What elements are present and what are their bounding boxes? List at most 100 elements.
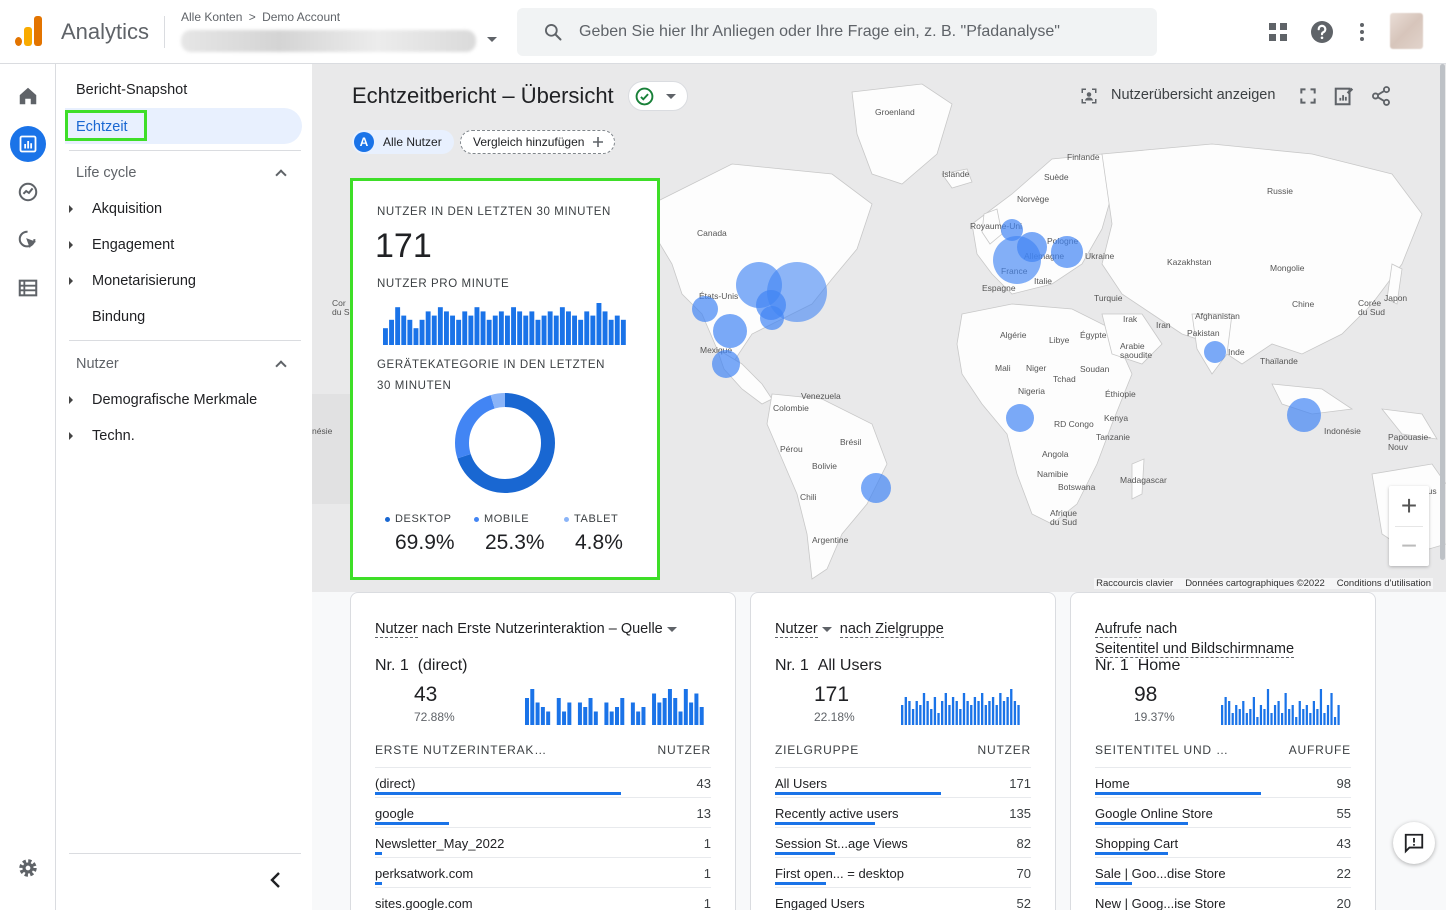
zoom-in-button[interactable]: + bbox=[1400, 490, 1418, 521]
sparkline-bar[interactable] bbox=[1281, 713, 1284, 725]
table-row[interactable]: Engaged Users 52 bbox=[775, 887, 1031, 910]
sparkline-bar[interactable] bbox=[588, 698, 593, 725]
per-minute-bar[interactable] bbox=[553, 315, 559, 345]
card-sparkline[interactable] bbox=[525, 687, 705, 725]
status-dropdown[interactable] bbox=[628, 81, 688, 111]
sparkline-bar[interactable] bbox=[620, 698, 625, 725]
edit-report-icon[interactable] bbox=[1333, 85, 1355, 107]
configure-icon[interactable] bbox=[10, 270, 46, 306]
caret-down-icon[interactable] bbox=[821, 626, 832, 632]
help-icon[interactable] bbox=[1310, 20, 1334, 44]
collapse-chevron-icon[interactable] bbox=[268, 870, 284, 890]
per-minute-bar[interactable] bbox=[480, 311, 486, 345]
per-minute-bar[interactable] bbox=[468, 315, 474, 345]
sparkline-bar[interactable] bbox=[948, 705, 951, 725]
sparkline-bar[interactable] bbox=[1256, 717, 1259, 725]
table-row[interactable]: Google Online Store 55 bbox=[1095, 797, 1351, 827]
per-minute-bar[interactable] bbox=[419, 319, 425, 345]
sparkline-bar[interactable] bbox=[667, 689, 672, 725]
sparkline-bar[interactable] bbox=[937, 713, 940, 725]
per-minute-bar[interactable] bbox=[462, 311, 468, 345]
sparkline-bar[interactable] bbox=[930, 709, 933, 725]
sparkline-bar[interactable] bbox=[1259, 705, 1263, 725]
per-minute-bar[interactable] bbox=[578, 319, 584, 345]
more-vert-icon[interactable] bbox=[1350, 20, 1374, 44]
table-row[interactable]: sites.google.com 1 bbox=[375, 887, 711, 910]
zoom-out-button[interactable]: − bbox=[1400, 530, 1418, 561]
per-minute-bar[interactable] bbox=[584, 311, 590, 345]
per-minute-bar[interactable] bbox=[614, 315, 620, 345]
sparkline-bar[interactable] bbox=[546, 711, 551, 726]
sparkline-bar[interactable] bbox=[1013, 701, 1017, 725]
table-row[interactable]: New | Goog...ise Store 20 bbox=[1095, 887, 1351, 910]
sparkline-bar[interactable] bbox=[977, 701, 980, 725]
sparkline-bar[interactable] bbox=[556, 698, 561, 725]
nav-item-demographics[interactable]: Demografische Merkmale bbox=[92, 392, 258, 408]
sparkline-bar[interactable] bbox=[1288, 709, 1291, 725]
per-minute-bar[interactable] bbox=[572, 315, 577, 345]
table-row[interactable]: Home 98 bbox=[1095, 767, 1351, 797]
per-minute-bar[interactable] bbox=[425, 311, 431, 345]
avatar[interactable] bbox=[1390, 13, 1423, 49]
col-header-left[interactable]: ERSTE NUTZERINTERAK… bbox=[375, 743, 548, 757]
table-row[interactable]: Newsletter_May_2022 1 bbox=[375, 827, 711, 857]
per-minute-bar[interactable] bbox=[450, 315, 455, 345]
sparkline-bar[interactable] bbox=[1266, 689, 1270, 725]
per-minute-bar[interactable] bbox=[413, 328, 419, 345]
nav-item-tech[interactable]: Techn. bbox=[92, 428, 135, 444]
sparkline-bar[interactable] bbox=[1273, 705, 1277, 725]
segment-chip-all-users[interactable]: A Alle Nutzer bbox=[352, 130, 454, 154]
sparkline-bar[interactable] bbox=[973, 697, 977, 725]
terms-link[interactable]: Conditions d'utilisation bbox=[1336, 578, 1431, 589]
per-minute-bar[interactable] bbox=[529, 311, 535, 345]
expand-arrow-icon[interactable] bbox=[69, 241, 73, 249]
sparkline-bar[interactable] bbox=[1277, 701, 1280, 725]
table-row[interactable]: First open... = desktop 70 bbox=[775, 857, 1031, 887]
nav-item-engagement[interactable]: Engagement bbox=[92, 237, 175, 253]
per-minute-bar[interactable] bbox=[602, 311, 608, 345]
sparkline-bar[interactable] bbox=[1221, 705, 1224, 725]
sparkline-bar[interactable] bbox=[525, 698, 529, 725]
expand-arrow-icon[interactable] bbox=[69, 277, 73, 285]
card-dimension[interactable]: nach bbox=[1145, 621, 1178, 637]
nav-item-acquisition[interactable]: Akquisition bbox=[92, 201, 163, 217]
nav-item-realtime[interactable]: Echtzeit bbox=[65, 110, 147, 141]
sparkline-bar[interactable] bbox=[955, 701, 958, 725]
sparkline-bar[interactable] bbox=[694, 693, 699, 726]
sparkline-bar[interactable] bbox=[636, 711, 641, 726]
section-users[interactable]: Nutzer bbox=[76, 356, 119, 372]
per-minute-bar[interactable] bbox=[541, 315, 547, 345]
card-header[interactable]: Nutzer nach Erste Nutzerinteraktion – Qu… bbox=[375, 619, 677, 639]
per-minute-bar[interactable] bbox=[389, 319, 394, 345]
feedback-button[interactable] bbox=[1393, 822, 1435, 864]
table-row[interactable]: Recently active users 135 bbox=[775, 797, 1031, 827]
expand-arrow-icon[interactable] bbox=[69, 432, 73, 440]
per-minute-bar[interactable] bbox=[596, 303, 602, 345]
sparkline-bar[interactable] bbox=[1252, 697, 1255, 725]
per-minute-bar[interactable] bbox=[505, 315, 510, 345]
sparkline-bar[interactable] bbox=[1326, 705, 1330, 725]
sparkline-bar[interactable] bbox=[908, 701, 911, 725]
sparkline-bar[interactable] bbox=[662, 698, 667, 725]
breadcrumb-account[interactable]: Demo Account bbox=[262, 10, 341, 24]
card-sparkline[interactable] bbox=[1221, 687, 1341, 725]
col-header-right[interactable]: NUTZER bbox=[977, 743, 1031, 757]
sparkline-bar[interactable] bbox=[1330, 693, 1333, 725]
sparkline-bar[interactable] bbox=[1235, 705, 1238, 725]
col-header-right[interactable]: NUTZER bbox=[657, 743, 711, 757]
sparkline-bar[interactable] bbox=[699, 707, 704, 725]
per-minute-bar[interactable] bbox=[401, 315, 407, 345]
sparkline-bar[interactable] bbox=[535, 702, 540, 726]
per-minute-bar[interactable] bbox=[431, 315, 437, 345]
apps-grid-icon[interactable] bbox=[1266, 20, 1290, 44]
sparkline-bar[interactable] bbox=[991, 697, 995, 725]
sparkline-bar[interactable] bbox=[1284, 693, 1287, 725]
per-minute-bar[interactable] bbox=[547, 311, 553, 345]
per-minute-bar[interactable] bbox=[523, 315, 529, 345]
sparkline-bar[interactable] bbox=[951, 697, 955, 725]
sparkline-bar[interactable] bbox=[995, 705, 998, 725]
chevron-up-icon[interactable] bbox=[275, 169, 287, 181]
reports-icon[interactable] bbox=[10, 126, 46, 162]
card-metric-selector[interactable]: Nutzer bbox=[775, 621, 818, 638]
per-minute-bar[interactable] bbox=[590, 315, 596, 345]
